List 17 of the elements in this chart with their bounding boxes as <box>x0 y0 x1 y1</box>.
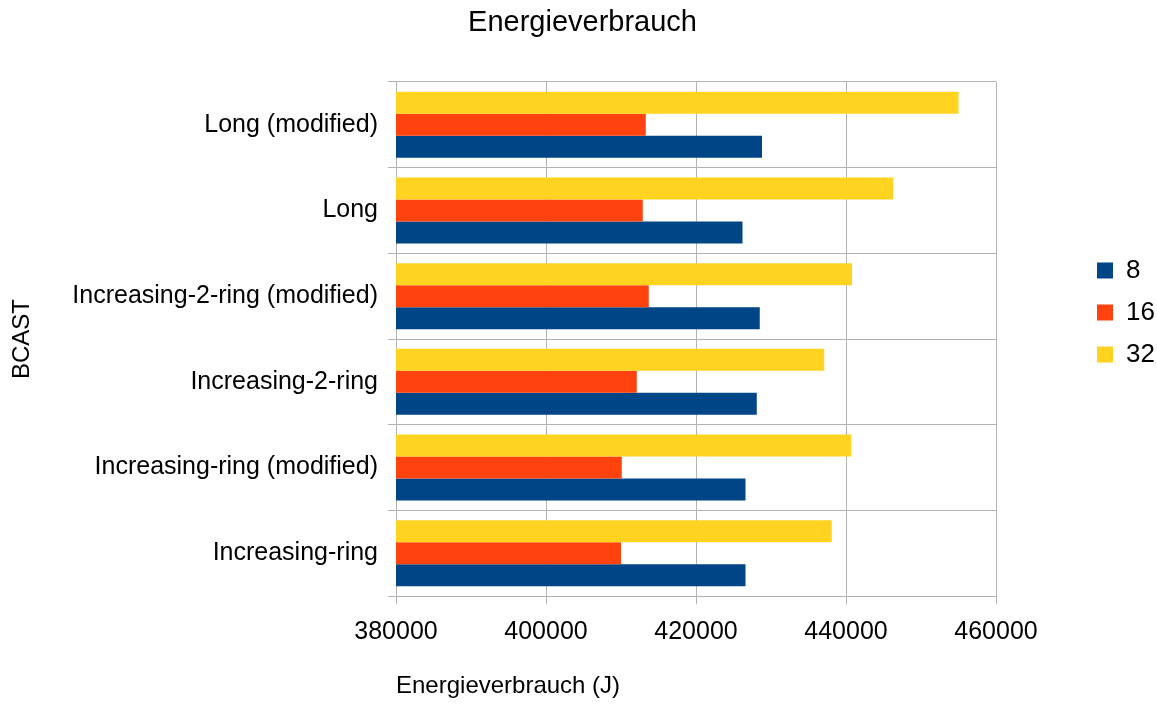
x-axis-title: Energieverbrauch (J) <box>396 671 621 699</box>
legend-label: 8 <box>1126 253 1141 284</box>
x-tick-label: 420000 <box>654 616 738 645</box>
chart-title: Energieverbrauch <box>468 5 697 38</box>
legend-label: 16 <box>1126 295 1155 326</box>
legend-label: 32 <box>1126 337 1155 368</box>
x-tick-label: 400000 <box>504 616 588 645</box>
x-tick-label: 380000 <box>354 616 438 645</box>
x-tick-label: 460000 <box>954 616 1038 645</box>
y-tick-label: Increasing-2-ring <box>190 365 378 394</box>
y-axis-title: BCAST <box>7 298 35 380</box>
y-tick-label: Increasing-2-ring (modified) <box>72 280 378 309</box>
y-tick-label: Long (modified) <box>204 108 378 137</box>
y-tick-label: Increasing-ring <box>212 537 378 566</box>
x-tick-label: 440000 <box>804 616 888 645</box>
y-tick-label: Long <box>322 194 378 223</box>
y-tick-label: Increasing-ring (modified) <box>94 451 378 480</box>
